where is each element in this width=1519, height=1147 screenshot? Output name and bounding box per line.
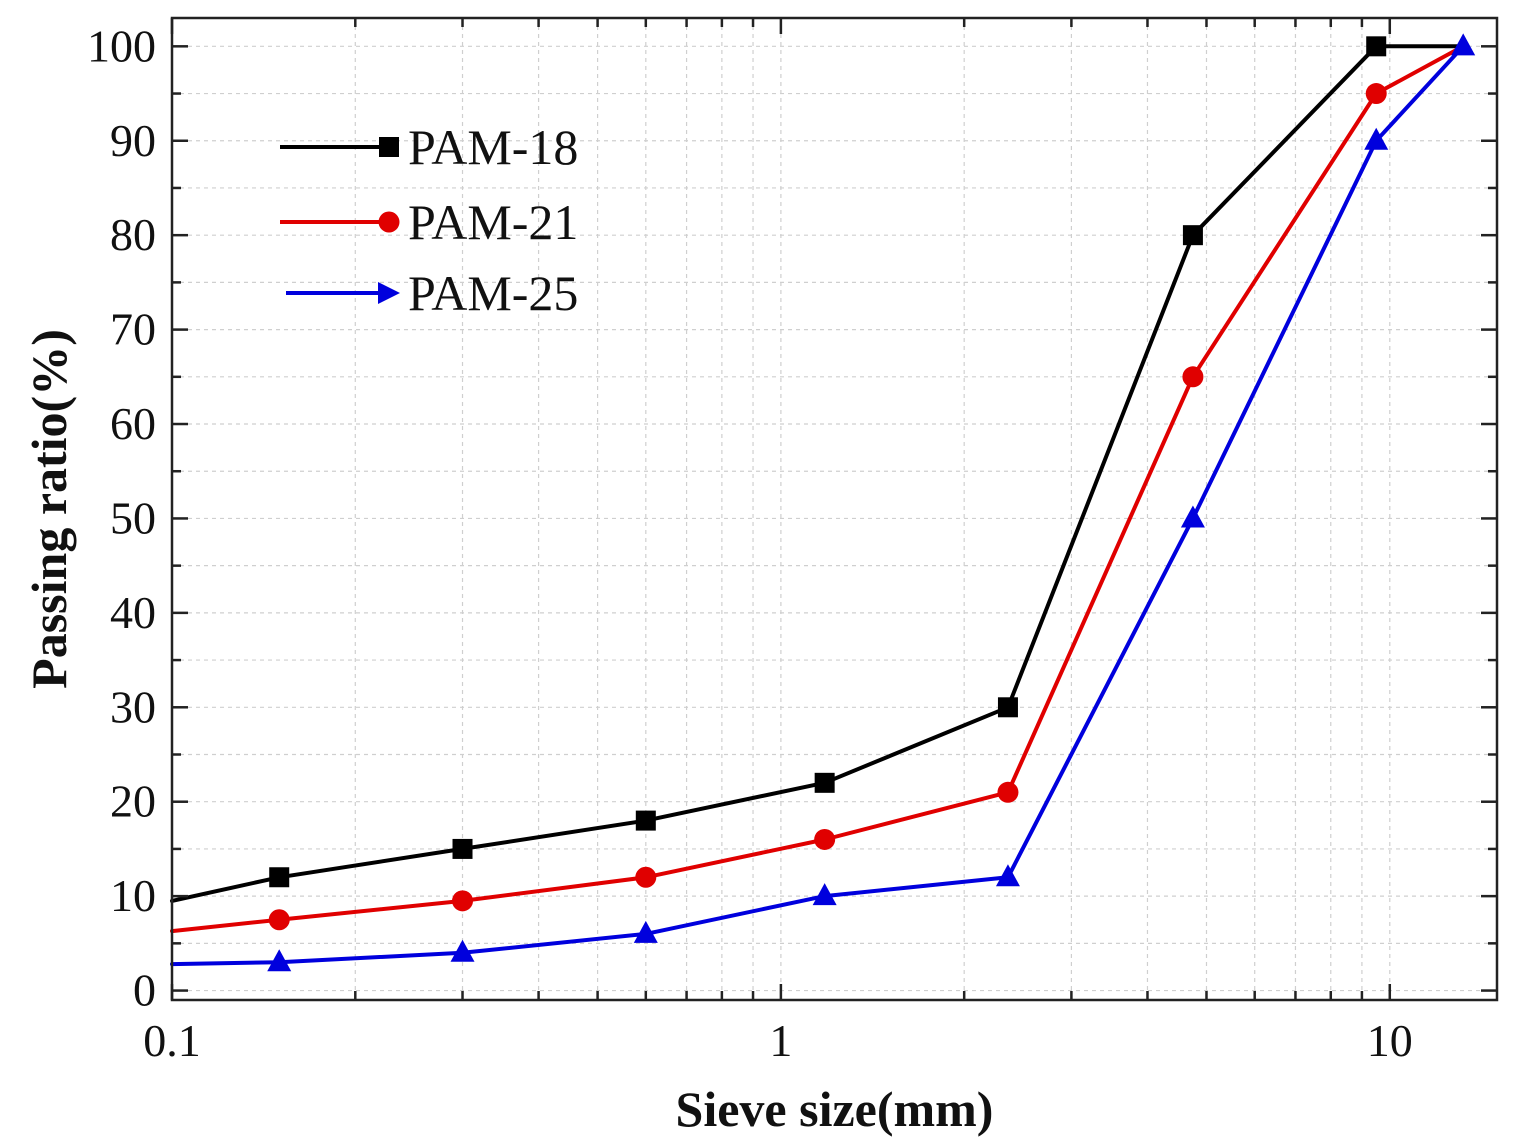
- y-tick-label: 0: [133, 965, 156, 1016]
- data-point-pam-18: [635, 810, 656, 831]
- data-point-pam-21: [1182, 366, 1204, 388]
- y-tick-label: 20: [110, 776, 156, 827]
- legend-item-pam-21: PAM-21: [280, 194, 578, 250]
- series-area: [170, 33, 1476, 972]
- legend-label-pam-25: PAM-25: [408, 265, 578, 321]
- y-tick-label: 80: [110, 209, 156, 260]
- data-point-pam-25: [995, 864, 1020, 887]
- data-point-pam-25: [1180, 505, 1205, 528]
- legend-marker-pam-18: [379, 137, 399, 157]
- series-pam-18: [170, 36, 1466, 903]
- legend-label-pam-21: PAM-21: [408, 194, 578, 250]
- data-point-pam-25: [450, 939, 475, 962]
- grid: [171, 18, 1497, 1000]
- y-tick-label: 40: [110, 587, 156, 638]
- data-point-pam-25: [267, 949, 292, 972]
- data-point-pam-18: [997, 697, 1018, 718]
- legend-item-pam-18: PAM-18: [280, 119, 578, 175]
- axis-ticks: [170, 18, 1497, 1000]
- data-point-pam-21: [452, 890, 474, 912]
- data-point-pam-25: [1364, 127, 1389, 150]
- data-point-pam-25: [812, 883, 837, 906]
- series-line-pam-21: [170, 44, 1466, 934]
- data-point-pam-18: [452, 838, 473, 859]
- legend-label-pam-18: PAM-18: [408, 119, 578, 175]
- data-point-pam-21: [997, 781, 1019, 803]
- x-tick-label: 0.1: [143, 1015, 201, 1066]
- legend-marker-pam-21: [378, 211, 400, 233]
- y-tick-label: 10: [110, 870, 156, 921]
- y-tick-label: 70: [110, 304, 156, 355]
- data-point-pam-21: [635, 866, 657, 888]
- data-point-pam-18: [1366, 36, 1387, 57]
- x-axis-title: Sieve size(mm): [676, 1081, 994, 1137]
- data-point-pam-18: [814, 772, 835, 793]
- data-point-pam-21: [268, 909, 290, 931]
- data-point-pam-18: [1182, 225, 1203, 246]
- y-axis-title: Passing ratio(%): [21, 329, 77, 689]
- series-pam-21: [170, 44, 1466, 934]
- y-tick-label: 60: [110, 398, 156, 449]
- x-tick-label: 1: [769, 1015, 792, 1066]
- data-point-pam-18: [269, 867, 290, 888]
- data-point-pam-25: [633, 920, 658, 943]
- legend-item-pam-25: PAM-25: [286, 265, 578, 321]
- plot-frame: [170, 16, 1499, 1002]
- y-tick-label: 50: [110, 492, 156, 543]
- series-line-pam-18: [170, 44, 1466, 903]
- data-point-pam-25: [1451, 33, 1476, 56]
- y-tick-label: 90: [110, 115, 156, 166]
- data-point-pam-21: [814, 828, 836, 850]
- legend: PAM-18 PAM-21 PAM-25: [280, 119, 578, 321]
- data-point-pam-21: [1365, 83, 1387, 105]
- series-pam-25: [170, 33, 1476, 972]
- x-tick-label: 10: [1367, 1015, 1413, 1066]
- y-tick-label: 30: [110, 681, 156, 732]
- series-line-pam-25: [170, 44, 1466, 967]
- tick-labels: 0 10 20 30 40 50 60 70 80 90 100 0.1 1 10: [87, 20, 1413, 1066]
- legend-marker-pam-25: [378, 282, 400, 304]
- y-tick-label: 100: [87, 20, 156, 71]
